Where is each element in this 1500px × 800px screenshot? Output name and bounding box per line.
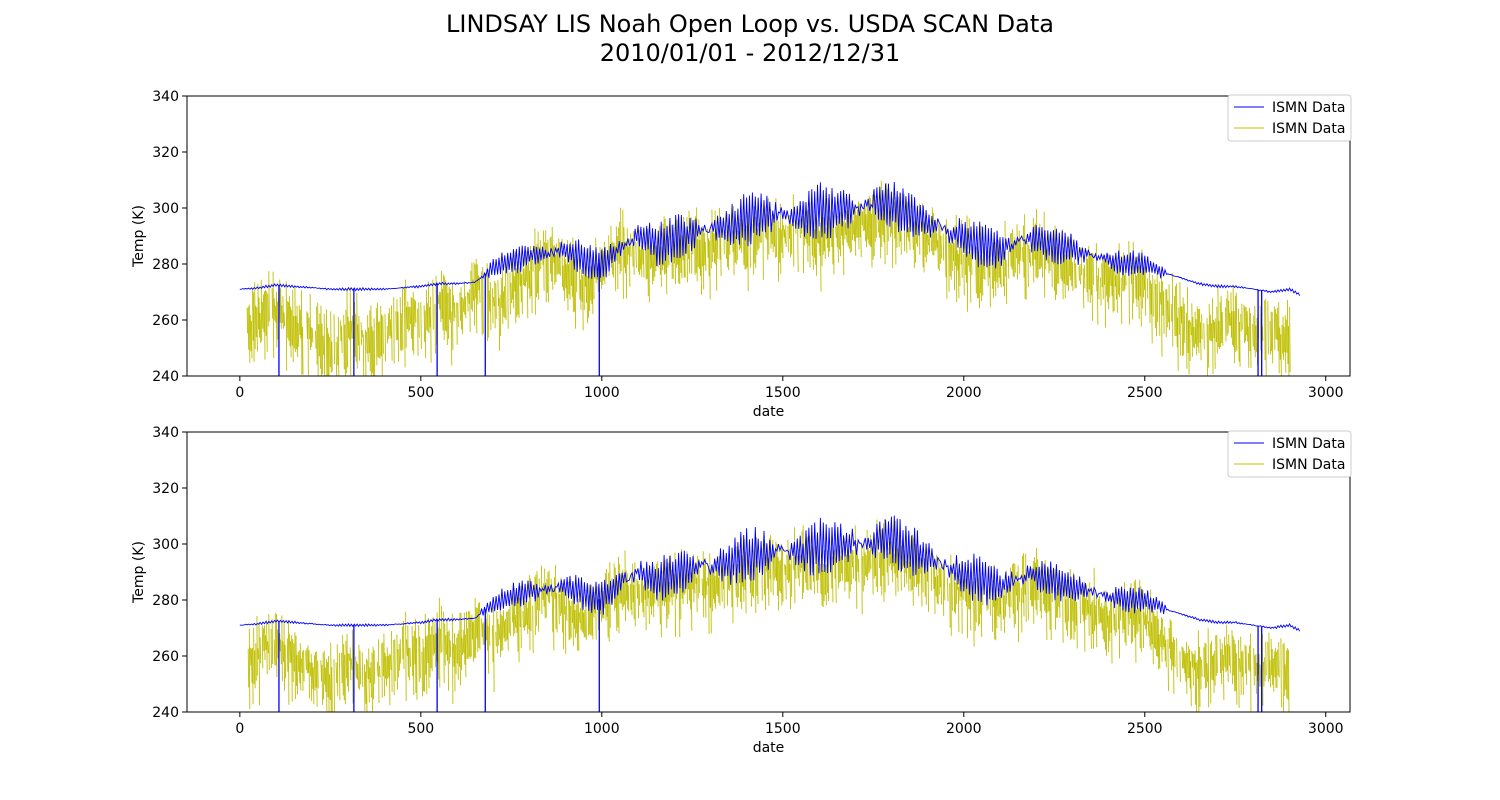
x-tick-label-1500: 1500 <box>765 721 801 737</box>
legend: ISMN Data ISMN Data <box>1227 94 1352 142</box>
x-axis-label: date <box>753 740 785 756</box>
y-tick-label-320: 320 <box>152 481 179 497</box>
series-blue-line <box>239 181 1301 296</box>
figure-title-line-2: 2010/01/01 - 2012/12/31 <box>599 39 901 67</box>
x-tick-label-2500: 2500 <box>1127 721 1163 737</box>
y-tick-label-280: 280 <box>152 257 179 273</box>
x-tick-label-1000: 1000 <box>584 385 620 401</box>
x-axis-label: date <box>753 404 785 420</box>
y-axis-label: Temp (K) <box>131 205 147 268</box>
y-tick-label-240: 240 <box>152 705 179 721</box>
x-tick-label-3000: 3000 <box>1308 385 1344 401</box>
x-tick-label-500: 500 <box>407 721 434 737</box>
chart-panel-1: 0 500 1000 1500 2000 2500 3000 240 260 280 300 320 3… <box>131 89 1352 420</box>
axes-frame <box>186 95 1351 377</box>
y-tick-label-240: 240 <box>152 369 179 385</box>
y-tick-label-340: 340 <box>152 425 179 441</box>
x-tick-label-1500: 1500 <box>765 385 801 401</box>
x-tick-label-2000: 2000 <box>946 721 982 737</box>
series-yellow-line <box>246 180 1291 376</box>
y-tick-label-320: 320 <box>152 145 179 161</box>
y-tick-label-300: 300 <box>152 201 179 217</box>
x-tick-label-2000: 2000 <box>946 385 982 401</box>
y-tick-label-260: 260 <box>152 649 179 665</box>
x-tick-label-500: 500 <box>407 385 434 401</box>
y-tick-label-300: 300 <box>152 537 179 553</box>
x-tick-label-0: 0 <box>235 385 244 401</box>
legend-label-2: ISMN Data <box>1272 457 1345 473</box>
axes-frame <box>186 431 1351 713</box>
figure-title-line-1: LINDSAY LIS Noah Open Loop vs. USDA SCAN… <box>446 10 1054 38</box>
plot-area <box>239 515 1301 712</box>
x-tick-label-0: 0 <box>235 721 244 737</box>
legend: ISMN Data ISMN Data <box>1227 430 1352 478</box>
series-blue-line <box>239 515 1301 632</box>
x-tick-label-3000: 3000 <box>1308 721 1344 737</box>
y-axis-label: Temp (K) <box>131 541 147 604</box>
y-tick-label-340: 340 <box>152 89 179 105</box>
series-yellow-line <box>247 519 1290 712</box>
y-tick-label-260: 260 <box>152 313 179 329</box>
legend-label-1: ISMN Data <box>1272 100 1345 116</box>
legend-label-2: ISMN Data <box>1272 121 1345 137</box>
x-tick-label-1000: 1000 <box>584 721 620 737</box>
y-tick-label-280: 280 <box>152 593 179 609</box>
chart-panel-2: 0 500 1000 1500 2000 2500 3000 240 260 280 300 320 3… <box>131 425 1352 756</box>
figure-title: LINDSAY LIS Noah Open Loop vs. USDA SCAN… <box>0 10 1500 68</box>
plot-area <box>239 180 1301 376</box>
legend-label-1: ISMN Data <box>1272 436 1345 452</box>
x-tick-label-2500: 2500 <box>1127 385 1163 401</box>
